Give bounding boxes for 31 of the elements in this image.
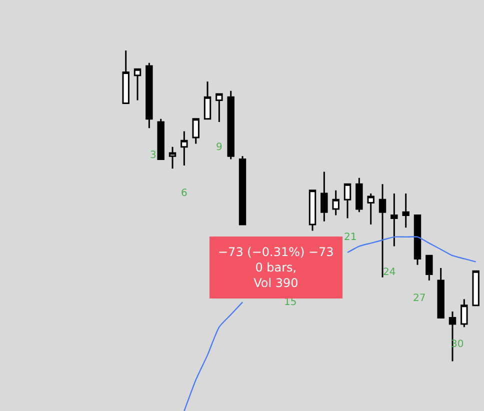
candlestick: [402, 192, 410, 228]
annotation: −73 (−0.31%) −73 0 bars, Vol 390: [218, 245, 334, 290]
annotation: 6: [181, 188, 188, 199]
candlestick: [308, 190, 316, 232]
candlestick: [460, 298, 468, 328]
candlestick: [367, 192, 374, 226]
candlestick: [472, 270, 480, 306]
candlestick: [134, 68, 142, 101]
annotation: 21: [344, 232, 357, 243]
candlestick: [344, 183, 352, 220]
candlestick: [320, 170, 328, 222]
candlestick: [180, 130, 188, 166]
candlestick: [227, 90, 234, 160]
candlestick: [437, 267, 444, 319]
annotation: 27: [413, 293, 426, 304]
candlestick: [146, 62, 153, 129]
annotation: 24: [383, 267, 396, 278]
candlestick: [122, 50, 130, 104]
candlestick: [216, 93, 223, 123]
candlestick: [204, 80, 212, 120]
candlestick: [238, 155, 246, 226]
candlestick: [426, 254, 433, 282]
candlestick: [192, 118, 200, 144]
candlestick: [168, 146, 176, 170]
candlestick: [332, 190, 340, 216]
candlestick: [356, 177, 363, 213]
annotation: 3: [150, 150, 156, 161]
candlestick: [390, 192, 398, 248]
candlestick: [157, 118, 164, 160]
annotation: 9: [216, 142, 222, 153]
candlestick: [414, 214, 422, 266]
